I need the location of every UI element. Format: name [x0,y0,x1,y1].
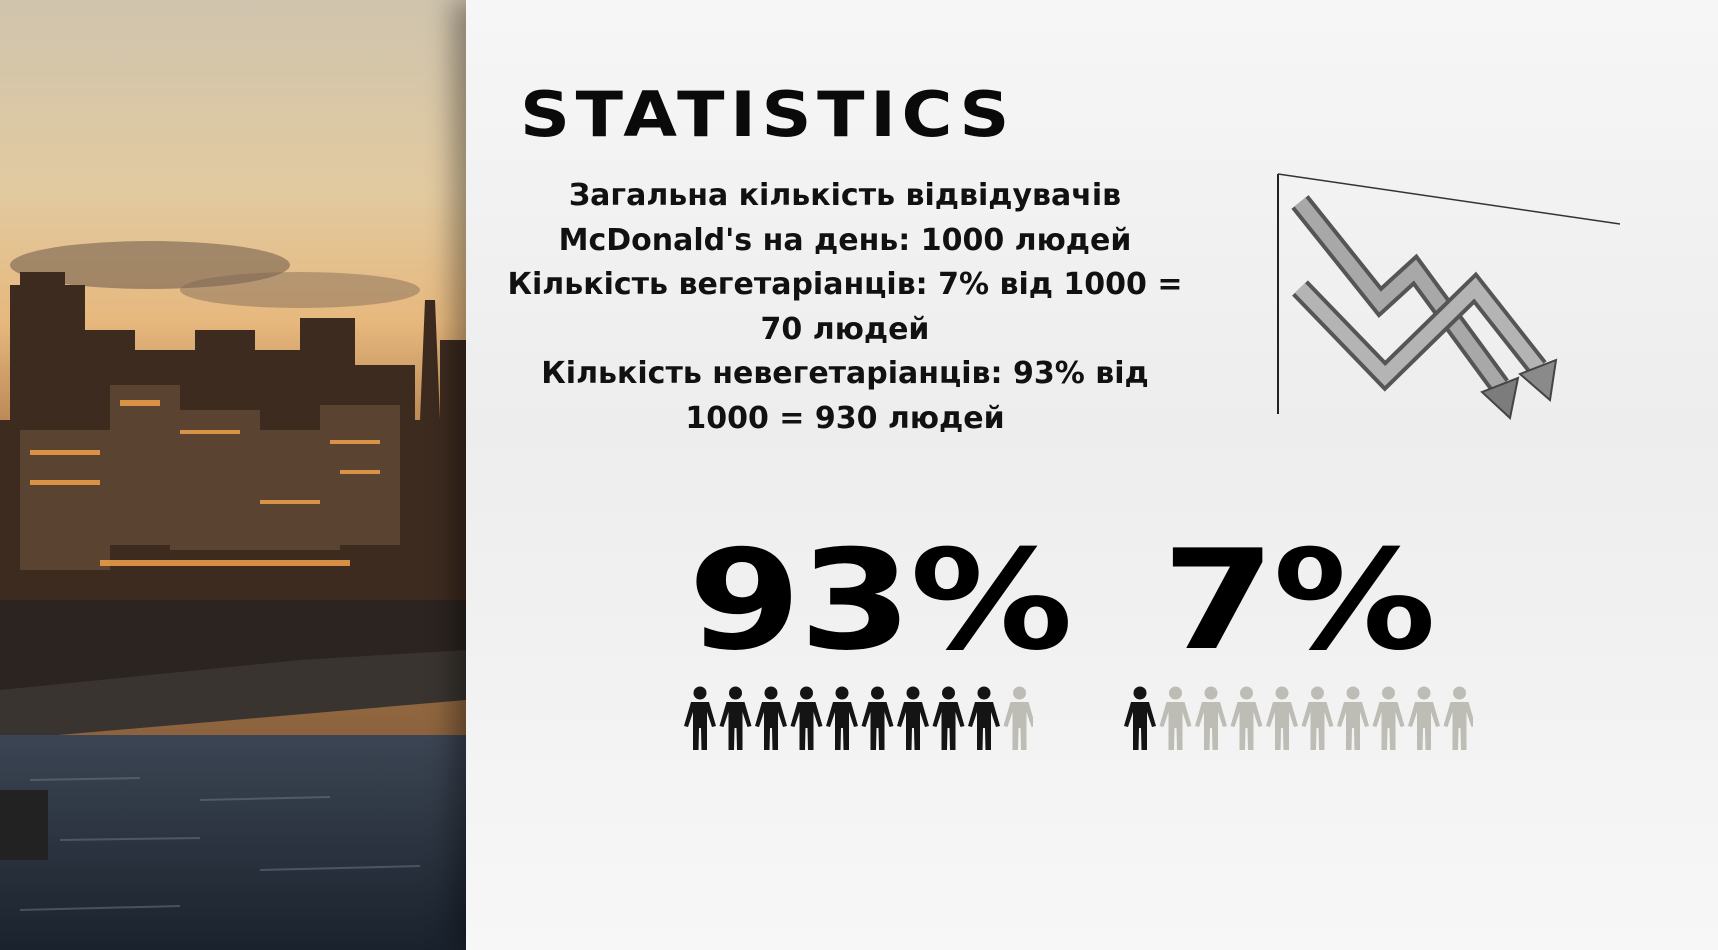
person-icon [1003,686,1033,750]
person-icon [1408,686,1440,750]
person-icon [790,686,823,750]
person-icon [1124,686,1156,750]
person-icon [1443,686,1473,750]
person-icon [1230,686,1263,750]
description-line: 1000 = 930 людей [685,400,1005,436]
content-panel [466,0,1718,950]
person-icon [897,686,929,750]
city-photo [0,0,466,950]
non-vegetarian-people-row [684,686,1033,750]
description-line: Кількість вегетаріанців: 7% від 1000 = [507,267,1183,302]
statistics-description: Загальна кількість відвідувачів McDonald… [490,174,1200,441]
slide-title: STATISTICS [520,78,1016,151]
vegetarian-people-row [1124,686,1473,750]
person-icon [826,686,858,750]
person-icon [861,686,894,750]
person-icon [1337,686,1369,750]
person-icon [1195,686,1227,750]
description-line: 70 людей [760,311,930,347]
person-icon [968,686,1000,750]
description-line: Кількість невегетаріанців: 93% від [541,356,1149,391]
person-icon [684,686,716,750]
description-line: McDonald's на день: 1000 людей [558,222,1132,258]
person-icon [932,686,965,750]
person-icon [1159,686,1192,750]
non-vegetarian-percentage: 93% [688,520,1073,681]
description-line: Загальна кількість відвідувачів [568,178,1122,213]
person-icon [1301,686,1334,750]
vegetarian-percentage: 7% [1162,520,1436,681]
person-icon [755,686,787,750]
person-icon [1372,686,1405,750]
person-icon [1266,686,1298,750]
person-icon [719,686,752,750]
declining-arrows-icon [1277,173,1621,420]
